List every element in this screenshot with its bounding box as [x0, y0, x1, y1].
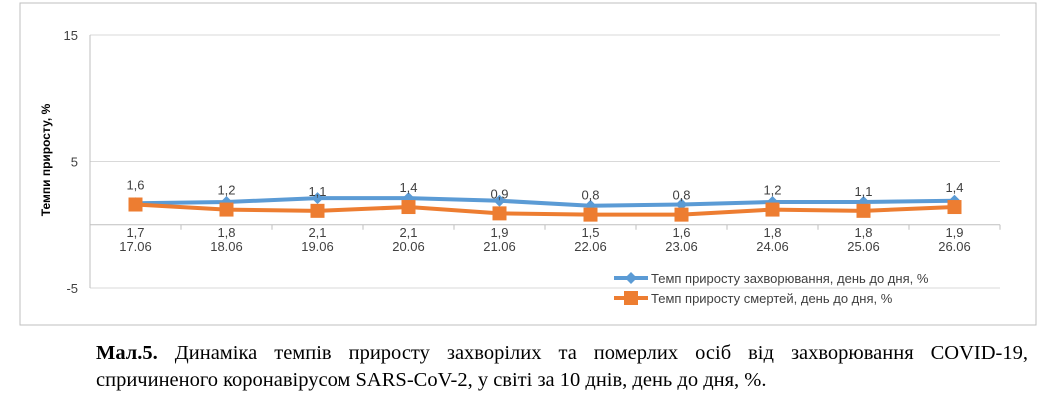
data-label: 2,1 [308, 225, 326, 240]
data-label: 0,8 [672, 188, 690, 203]
data-label: 0,8 [581, 188, 599, 203]
x-tick-label: 23.06 [665, 239, 698, 254]
data-point [492, 206, 507, 221]
data-label: 1,5 [581, 225, 599, 240]
y-tick-label: 15 [64, 28, 78, 43]
data-label: 0,9 [490, 186, 508, 201]
data-point [493, 194, 506, 207]
x-tick-label: 24.06 [756, 239, 789, 254]
data-point [856, 203, 871, 218]
y-tick-label: 5 [71, 155, 78, 170]
x-tick-label: 20.06 [392, 239, 425, 254]
x-tick-label: 22.06 [574, 239, 607, 254]
chart-frame [19, 2, 1037, 326]
line-chart: 15 5 -5 17.06 18.06 19.06 20.06 21.06 22.06 23.06… [19, 2, 1037, 326]
legend-entry: Темп приросту захворювання, день до дня,… [651, 271, 929, 286]
x-tick-label: 26.06 [938, 239, 971, 254]
data-label: 1,8 [763, 225, 781, 240]
legend-marker [625, 272, 637, 284]
x-tick-label: 19.06 [301, 239, 334, 254]
data-point [583, 207, 598, 222]
data-point [128, 197, 143, 212]
series-line-1 [135, 202, 955, 217]
y-axis-label: Темпи приросту, % [39, 103, 53, 216]
data-point [310, 203, 325, 218]
data-label: 1,1 [854, 184, 872, 199]
legend: Темп приросту захворювання, день до дня,… [614, 271, 929, 306]
data-point [219, 202, 234, 217]
data-label: 1,4 [945, 180, 963, 195]
x-tick-label: 18.06 [210, 239, 243, 254]
data-label: 1,4 [399, 180, 417, 195]
data-point [675, 198, 688, 211]
data-label: 1,9 [490, 225, 508, 240]
data-point [311, 192, 324, 205]
figure-caption: Мал.5. Динаміка темпів приросту захворіл… [28, 340, 1028, 394]
data-label: 2,1 [399, 225, 417, 240]
x-tick-label: 17.06 [119, 239, 152, 254]
data-point [765, 202, 780, 217]
data-label: 1,9 [945, 225, 963, 240]
data-label: 1,2 [217, 183, 235, 198]
data-label: 1,1 [308, 184, 326, 199]
x-tick-label: 25.06 [847, 239, 880, 254]
legend-marker [624, 291, 638, 305]
data-label: 1,7 [126, 225, 144, 240]
data-label: 1,8 [854, 225, 872, 240]
data-label: 1,8 [217, 225, 235, 240]
data-point [401, 200, 416, 215]
x-tick-label: 21.06 [483, 239, 516, 254]
y-tick-label: -5 [66, 281, 78, 296]
caption-label: Мал.5. [96, 342, 158, 364]
data-label: 1,6 [126, 178, 144, 193]
data-label: 1,2 [763, 183, 781, 198]
data-label: 1,6 [672, 225, 690, 240]
data-point [674, 207, 689, 222]
series-line-0 [135, 196, 955, 208]
legend-entry: Темп приросту смертей, день до дня, % [651, 291, 893, 306]
data-point [947, 200, 962, 215]
caption-text: Динаміка темпів приросту захворілих та п… [96, 342, 1028, 391]
